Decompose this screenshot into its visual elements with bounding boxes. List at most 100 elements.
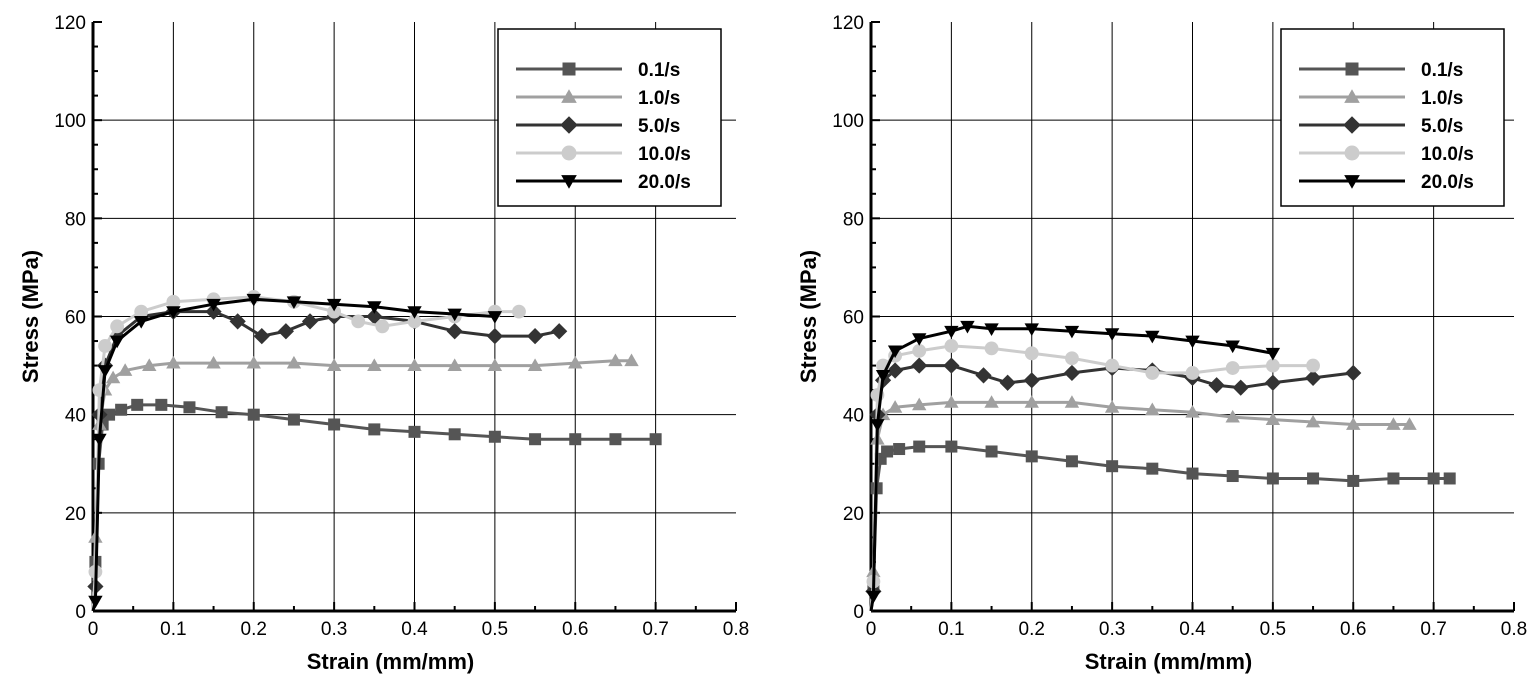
data-point [134, 316, 149, 329]
series-line [91, 295, 519, 612]
data-point [1146, 462, 1159, 475]
data-point [913, 440, 926, 453]
chart-panel-2: 0 0.1 0.2 0.3 0.4 0.5 0.6 0.7 0.8 0 20 40 60 80 100 120… [796, 13, 1527, 674]
legend-item: 20.0/s [1299, 172, 1474, 193]
series-line [91, 310, 560, 612]
series-group [87, 289, 662, 612]
data-point [985, 445, 998, 458]
data-point [1266, 472, 1279, 485]
legend-marker [561, 175, 577, 189]
legend-label: 0.1/s [1421, 60, 1463, 81]
data-point [1023, 372, 1040, 389]
y-tick-label: 0 [853, 602, 864, 623]
data-point [1346, 417, 1361, 430]
data-point [326, 298, 342, 312]
data-point [1065, 351, 1079, 366]
series-5.0/s [87, 303, 568, 612]
y-tick-label: 20 [843, 504, 864, 525]
y-tick-label: 100 [54, 111, 86, 132]
legend-item: 1.0/s [1299, 88, 1463, 109]
x-tick-label: 0.1 [160, 619, 186, 640]
data-point [407, 358, 422, 371]
data-point [1265, 347, 1281, 361]
y-tick-label: 40 [843, 406, 864, 427]
x-tick-label: 0.7 [1420, 619, 1446, 640]
data-point [487, 311, 503, 324]
data-point [551, 323, 568, 340]
data-point [875, 370, 891, 383]
legend-label: 10.0/s [638, 144, 691, 165]
data-point [326, 358, 342, 371]
data-point [131, 398, 144, 411]
legend-marker [1343, 116, 1361, 134]
data-point [328, 418, 341, 431]
y-tick-label: 20 [65, 504, 86, 525]
legend-label: 1.0/s [638, 88, 680, 109]
x-tick-label: 0.1 [938, 619, 964, 640]
data-point [327, 304, 342, 319]
data-point [1443, 472, 1456, 485]
data-point [1305, 414, 1321, 428]
legend-marker [1344, 145, 1360, 161]
data-point [1265, 358, 1280, 373]
data-point [649, 433, 662, 446]
data-point [870, 419, 885, 432]
x-tick-label: 0.2 [241, 619, 267, 640]
series-5.0/s [865, 357, 1362, 612]
x-tick-label: 0 [88, 619, 99, 640]
data-point [115, 403, 128, 416]
data-point [912, 333, 927, 346]
data-point [103, 408, 116, 421]
data-point [1386, 417, 1401, 430]
data-point [1264, 374, 1281, 391]
data-point [1104, 400, 1120, 413]
data-point [117, 363, 133, 376]
data-point [367, 301, 382, 314]
data-point [215, 406, 228, 419]
y-tick-label: 40 [65, 406, 86, 427]
data-point [301, 313, 319, 330]
legend-item: 20.0/s [516, 172, 691, 193]
x-tick-label: 0.5 [482, 619, 508, 640]
data-point [945, 440, 958, 453]
series-0.1/s [867, 440, 1456, 612]
data-point [407, 314, 422, 329]
series-line [869, 445, 1450, 612]
legend-box [1280, 28, 1505, 207]
series-1.0/s [866, 395, 1417, 612]
data-point [287, 413, 300, 426]
legend: 0.1/s 1.0/s 5.0/s 10.0/s 20.0/s [1280, 28, 1505, 207]
data-point [887, 345, 903, 359]
x-tick-label: 0.4 [1179, 619, 1206, 640]
data-point [1105, 358, 1120, 373]
data-point [166, 294, 181, 309]
data-point [984, 323, 999, 336]
data-point [134, 304, 149, 319]
data-point [1304, 369, 1322, 386]
data-point [1345, 364, 1362, 382]
data-point [286, 355, 302, 369]
series-20.0/s [866, 320, 1281, 612]
x-tick-label: 0.2 [1019, 619, 1045, 640]
data-point [366, 308, 383, 325]
data-point [1145, 366, 1160, 380]
data-point [1402, 417, 1417, 430]
data-point [881, 445, 894, 458]
x-tick-label: 0.8 [723, 619, 749, 640]
data-point [351, 314, 366, 329]
legend-item: 0.1/s [516, 60, 680, 81]
series-20.0/s [88, 293, 503, 612]
data-point [142, 358, 157, 371]
x-tick-label: 0.6 [562, 619, 588, 640]
data-point [205, 303, 222, 320]
legend-item: 10.0/s [1299, 144, 1474, 165]
series-line [869, 324, 1274, 612]
data-point [97, 365, 113, 378]
data-point [1104, 328, 1120, 341]
legend-marker [1344, 89, 1360, 103]
data-point [624, 353, 639, 367]
data-point [1225, 361, 1240, 375]
data-point [105, 370, 121, 384]
legend-item: 5.0/s [1299, 116, 1463, 137]
